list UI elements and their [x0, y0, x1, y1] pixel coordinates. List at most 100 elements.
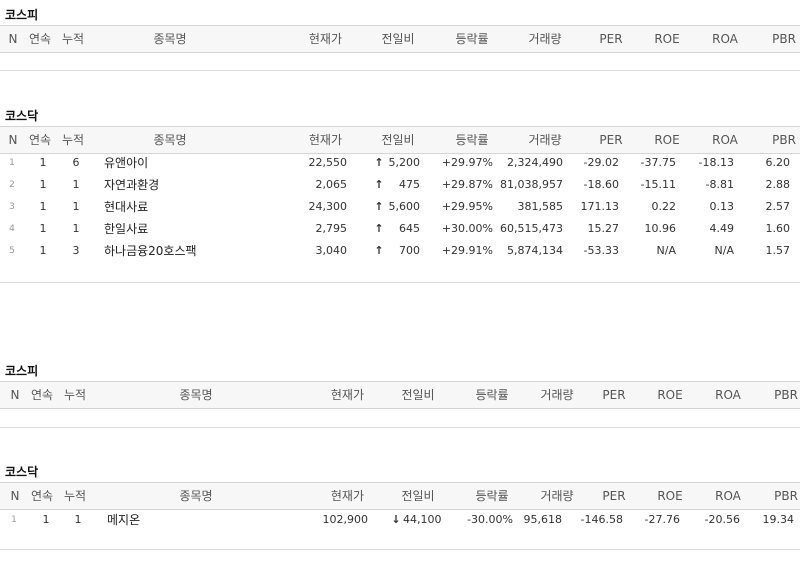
cell-per: -29.02 [583, 156, 619, 169]
cell-name[interactable]: 자연과환경 [104, 178, 160, 192]
column-header-n[interactable]: N [10, 388, 20, 402]
cell-change: 5,600 [388, 200, 421, 213]
cell-streak: 1 [42, 513, 50, 526]
cell-per: -18.60 [583, 178, 619, 191]
cell-n: 5 [9, 246, 15, 256]
column-header-name[interactable]: 종목명 [153, 133, 187, 147]
column-header-per[interactable]: PER [602, 489, 626, 503]
cell-n: 1 [11, 515, 17, 525]
column-header-rate[interactable]: 등락률 [455, 32, 489, 46]
column-header-per[interactable]: PER [599, 32, 623, 46]
cell-total: 6 [72, 156, 80, 169]
cell-name[interactable]: 유앤아이 [104, 156, 149, 170]
column-header-change[interactable]: 전일비 [401, 388, 435, 402]
cell-name[interactable]: 현대사료 [104, 200, 149, 214]
column-header-per[interactable]: PER [599, 133, 623, 147]
table-header: N 연속 누적 종목명 현재가 전일비 등락률 거래량 PER ROE ROA PBR [0, 126, 800, 154]
column-header-roe[interactable]: ROE [654, 32, 680, 46]
column-header-total[interactable]: 누적 [61, 133, 85, 147]
column-header-rate[interactable]: 등락률 [475, 489, 509, 503]
cell-streak: 1 [39, 178, 47, 191]
column-header-pbr[interactable]: PBR [772, 133, 796, 147]
column-header-roe[interactable]: ROE [657, 388, 683, 402]
column-header-total[interactable]: 누적 [63, 388, 87, 402]
cell-per: 15.27 [587, 222, 620, 235]
column-header-change[interactable]: 전일비 [381, 32, 415, 46]
column-header-roe[interactable]: ROE [657, 489, 683, 503]
cell-name[interactable]: 메지온 [107, 513, 141, 527]
cell-rate: +29.87% [441, 178, 493, 191]
cell-total: 1 [74, 513, 82, 526]
cell-volume: 2,324,490 [507, 156, 563, 169]
cell-n: 3 [9, 202, 15, 212]
column-header-per[interactable]: PER [602, 388, 626, 402]
cell-pbr: 1.60 [765, 222, 791, 235]
column-header-roa[interactable]: ROA [715, 388, 741, 402]
column-header-price[interactable]: 현재가 [308, 32, 342, 46]
column-header-roa[interactable]: ROA [715, 489, 741, 503]
section-title: 코스피 [5, 364, 39, 378]
cell-per: 171.13 [580, 200, 620, 213]
column-header-streak[interactable]: 연속 [28, 133, 52, 147]
column-header-total[interactable]: 누적 [61, 32, 85, 46]
cell-pbr: 2.88 [765, 178, 791, 191]
column-header-volume[interactable]: 거래량 [540, 489, 574, 503]
cell-rate: +29.95% [441, 200, 493, 213]
table-header: N 연속 누적 종목명 현재가 전일비 등락률 거래량 PER ROE ROA PBR [0, 25, 800, 53]
cell-roe: 0.22 [651, 200, 677, 213]
cell-roa: -18.13 [698, 156, 734, 169]
column-header-total[interactable]: 누적 [63, 489, 87, 503]
column-header-change[interactable]: 전일비 [401, 489, 435, 503]
cell-name[interactable]: 한일사료 [104, 222, 149, 236]
cell-volume: 5,874,134 [507, 244, 563, 257]
cell-streak: 1 [39, 244, 47, 257]
column-header-roa[interactable]: ROA [712, 32, 738, 46]
table-row: 3 1 1 현대사료 24,300 5,600 +29.95% 381,585 171.13 0.… [0, 196, 800, 218]
up-arrow-icon: ↑ [374, 222, 384, 235]
column-header-roe[interactable]: ROE [654, 133, 680, 147]
column-header-name[interactable]: 종목명 [179, 489, 213, 503]
cell-change: 5,200 [388, 156, 421, 169]
column-header-price[interactable]: 현재가 [330, 388, 364, 402]
down-arrow-icon: ↓ [391, 513, 401, 526]
column-header-streak[interactable]: 연속 [28, 32, 52, 46]
cell-pbr: 6.20 [765, 156, 791, 169]
column-header-price[interactable]: 현재가 [330, 489, 364, 503]
cell-total: 1 [72, 178, 80, 191]
column-header-volume[interactable]: 거래량 [528, 32, 562, 46]
cell-volume: 81,038,957 [500, 178, 563, 191]
column-header-pbr[interactable]: PBR [774, 489, 798, 503]
column-header-change[interactable]: 전일비 [381, 133, 415, 147]
cell-per: -146.58 [580, 513, 623, 526]
cell-price: 2,795 [315, 222, 348, 235]
cell-name[interactable]: 하나금융20호스팩 [104, 244, 197, 258]
column-header-rate[interactable]: 등락률 [475, 388, 509, 402]
column-header-roa[interactable]: ROA [712, 133, 738, 147]
table-row: 2 1 1 자연과환경 2,065 475 +29.87% 81,038,957 -18.60 -… [0, 174, 800, 196]
cell-change: 645 [399, 222, 420, 235]
cell-roe: -37.75 [640, 156, 676, 169]
column-header-name[interactable]: 종목명 [179, 388, 213, 402]
column-header-streak[interactable]: 연속 [30, 388, 54, 402]
column-header-price[interactable]: 현재가 [308, 133, 342, 147]
cell-rate: +29.97% [441, 156, 493, 169]
cell-rate: -30.00% [467, 513, 513, 526]
column-header-volume[interactable]: 거래량 [528, 133, 562, 147]
cell-total: 1 [72, 222, 80, 235]
cell-rate: +29.91% [441, 244, 493, 257]
cell-roe: N/A [656, 244, 676, 257]
column-header-name[interactable]: 종목명 [153, 32, 187, 46]
column-header-pbr[interactable]: PBR [774, 388, 798, 402]
column-header-pbr[interactable]: PBR [772, 32, 796, 46]
column-header-n[interactable]: N [8, 32, 18, 46]
column-header-n[interactable]: N [8, 133, 18, 147]
cell-change: 475 [399, 178, 420, 191]
column-header-streak[interactable]: 연속 [30, 489, 54, 503]
cell-pbr: 1.57 [765, 244, 791, 257]
column-header-volume[interactable]: 거래량 [540, 388, 574, 402]
up-arrow-icon: ↑ [374, 244, 384, 257]
column-header-n[interactable]: N [10, 489, 20, 503]
column-header-rate[interactable]: 등락률 [455, 133, 489, 147]
cell-streak: 1 [39, 222, 47, 235]
cell-pbr: 2.57 [765, 200, 791, 213]
